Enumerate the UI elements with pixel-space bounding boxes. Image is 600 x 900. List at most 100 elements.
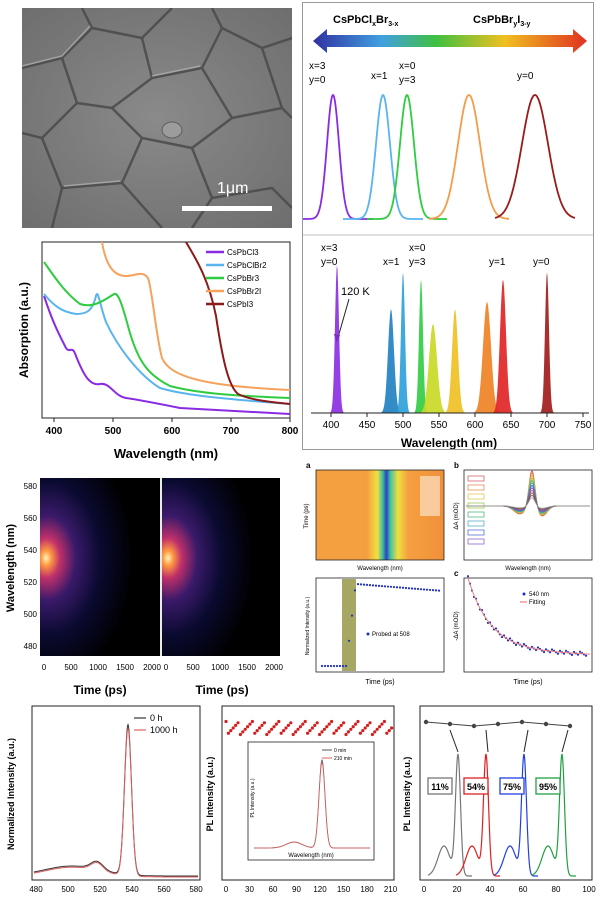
ta-d-point-4 [332,664,336,668]
ta-c-point-14 [494,627,498,630]
pl-time-frame [221,705,395,881]
stability-chart: 0 h 1000 h 480 500 520 540 560 580 Normalized… [6,705,203,894]
stability-ylabel: Normalized Intensity (a.u.) [6,738,16,850]
sem-image-panel: 1μm [22,8,292,228]
pl-time-point-3 [231,726,235,730]
streak-ytick-500: 500 [24,610,38,619]
ta-d-legend: Probed at 508 [372,632,410,638]
ta-map-colorbar [420,476,440,516]
pl-cycle-xtick-0: 0 [422,885,427,894]
ta-c-points [466,575,590,657]
pl-time-xtick-120: 120 [313,885,327,894]
ta-c-point-39 [544,648,548,651]
ta-d-point-34 [422,588,426,591]
ta-d-point-33 [419,588,423,591]
pl-time-point-1 [226,731,230,735]
streak-xtick-0-2000: 2000 [143,663,161,672]
rt-spectrum-1 [343,93,423,220]
ta-d-point-11 [353,589,357,592]
stability-frame [31,705,201,881]
pl-cycle-box-3 [535,777,561,795]
pl-time-point-25 [284,726,288,730]
pl-cycle-xtick-80: 80 [552,885,561,894]
pl-cycle-boxes: 11% 54% 75% 95% [427,777,561,795]
ta-b-curves [466,469,590,517]
lt-label-y3: y=3 [409,257,426,268]
rt-label-x1: x=1 [371,71,388,82]
lt-label-x1: x=1 [383,257,400,268]
pl-time-point-64 [378,725,382,729]
ta-b-legend [467,475,485,545]
ta-d-point-39 [437,589,441,592]
pl-time-point-61 [370,732,374,737]
streak-ytick-520: 520 [24,578,38,587]
pl-time-point-26 [286,723,290,727]
rt-label-x0: x=0 [399,61,416,72]
stability-curve-0h [33,722,198,877]
ta-c-point-32 [530,645,534,648]
ta-b-legend-swatch-1 [467,484,485,491]
stability-legend-0h: 0 h [150,713,163,723]
ta-d-point-20 [380,584,384,588]
ta-d-point-6 [338,664,342,668]
ta-b-legend-swatch-3 [467,502,485,509]
pl-time-point-33 [303,719,307,724]
ta-c-point-0 [466,575,470,578]
ta-d-point-13 [359,583,363,586]
pl-cycle-box-label-2: 75% [503,782,521,792]
ta-c-point-42 [550,648,554,651]
lt-spectrum-4 [419,324,447,413]
pl-cycle-curves [423,719,576,877]
stability-legend-1000h: 1000 h [150,725,178,735]
pl-time-xtick-90: 90 [292,885,301,894]
pl-time-point-16 [262,721,266,725]
lt-spectrum-2 [389,272,417,413]
pl-xtick-label-700: 700 [539,420,556,431]
ta-d-point-36 [428,588,432,592]
streak-xtick-1-1000: 1000 [211,663,229,672]
ta-d-point-8 [344,664,348,668]
ta-b-legend-swatch-0 [467,475,485,482]
streak-ytick-580: 580 [24,482,38,491]
ta-b-ylabel: ΔA (mOD) [454,502,460,529]
absorption-frame [41,241,291,419]
ta-c-point-55 [576,653,580,656]
pl-cycle-curve-1 [455,753,500,877]
absorption-xtick-label-700: 700 [223,426,240,437]
pl-xtick-label-750: 750 [575,420,592,431]
pl-time-point-60 [368,721,372,725]
absorption-legend-label-4: CsPbI3 [227,300,254,309]
lt-spectrum-1 [377,309,405,413]
ta-d-points [320,583,441,668]
pl-time-chart: 0 min 210 min Wavelength (nm) PL Intensi… [205,705,398,894]
ta-d-point-32 [416,587,420,591]
absorption-x-ticks: 400 500 600 700 800 [46,418,299,437]
pl-cycle-xtick-60: 60 [519,885,528,894]
pl-cycle-topmarker-3 [495,721,501,727]
ta-d-point-19 [377,584,381,587]
pl-cycle-topmarker-5 [543,721,549,727]
pl-cycle-curve-2 [493,753,538,877]
absorption-xtick-label-600: 600 [164,426,181,437]
ta-c-point-17 [500,635,504,639]
ta-c-point-52 [570,653,574,656]
pl-cycle-ylabel: PL Intensity (a.u.) [402,757,412,832]
pl-time-xtick-150: 150 [337,885,351,894]
ta-d-point-24 [392,585,396,589]
ta-tag-a: a [306,461,311,470]
absorption-xlabel: Wavelength (nm) [114,446,218,461]
inset-ylabel: PL Intensity (a.u.) [250,778,256,817]
pl-xlabel: Wavelength (nm) [401,436,497,450]
stability-xtick-500: 500 [61,885,75,894]
rt-label-y3: y=3 [399,75,416,86]
lt-label-x0: x=0 [409,243,426,254]
rt-label-y0a: y=0 [309,75,326,86]
ta-tag-b: b [454,461,459,470]
stability-curves [33,722,198,878]
ta-c-point-35 [536,646,540,649]
pl-cycle-box-label-3: 95% [539,782,557,792]
pl-time-point-28 [291,732,295,737]
pl-time-point-9 [246,725,250,729]
ta-d-point-5 [335,664,339,668]
absorption-curve-1 [43,293,291,405]
